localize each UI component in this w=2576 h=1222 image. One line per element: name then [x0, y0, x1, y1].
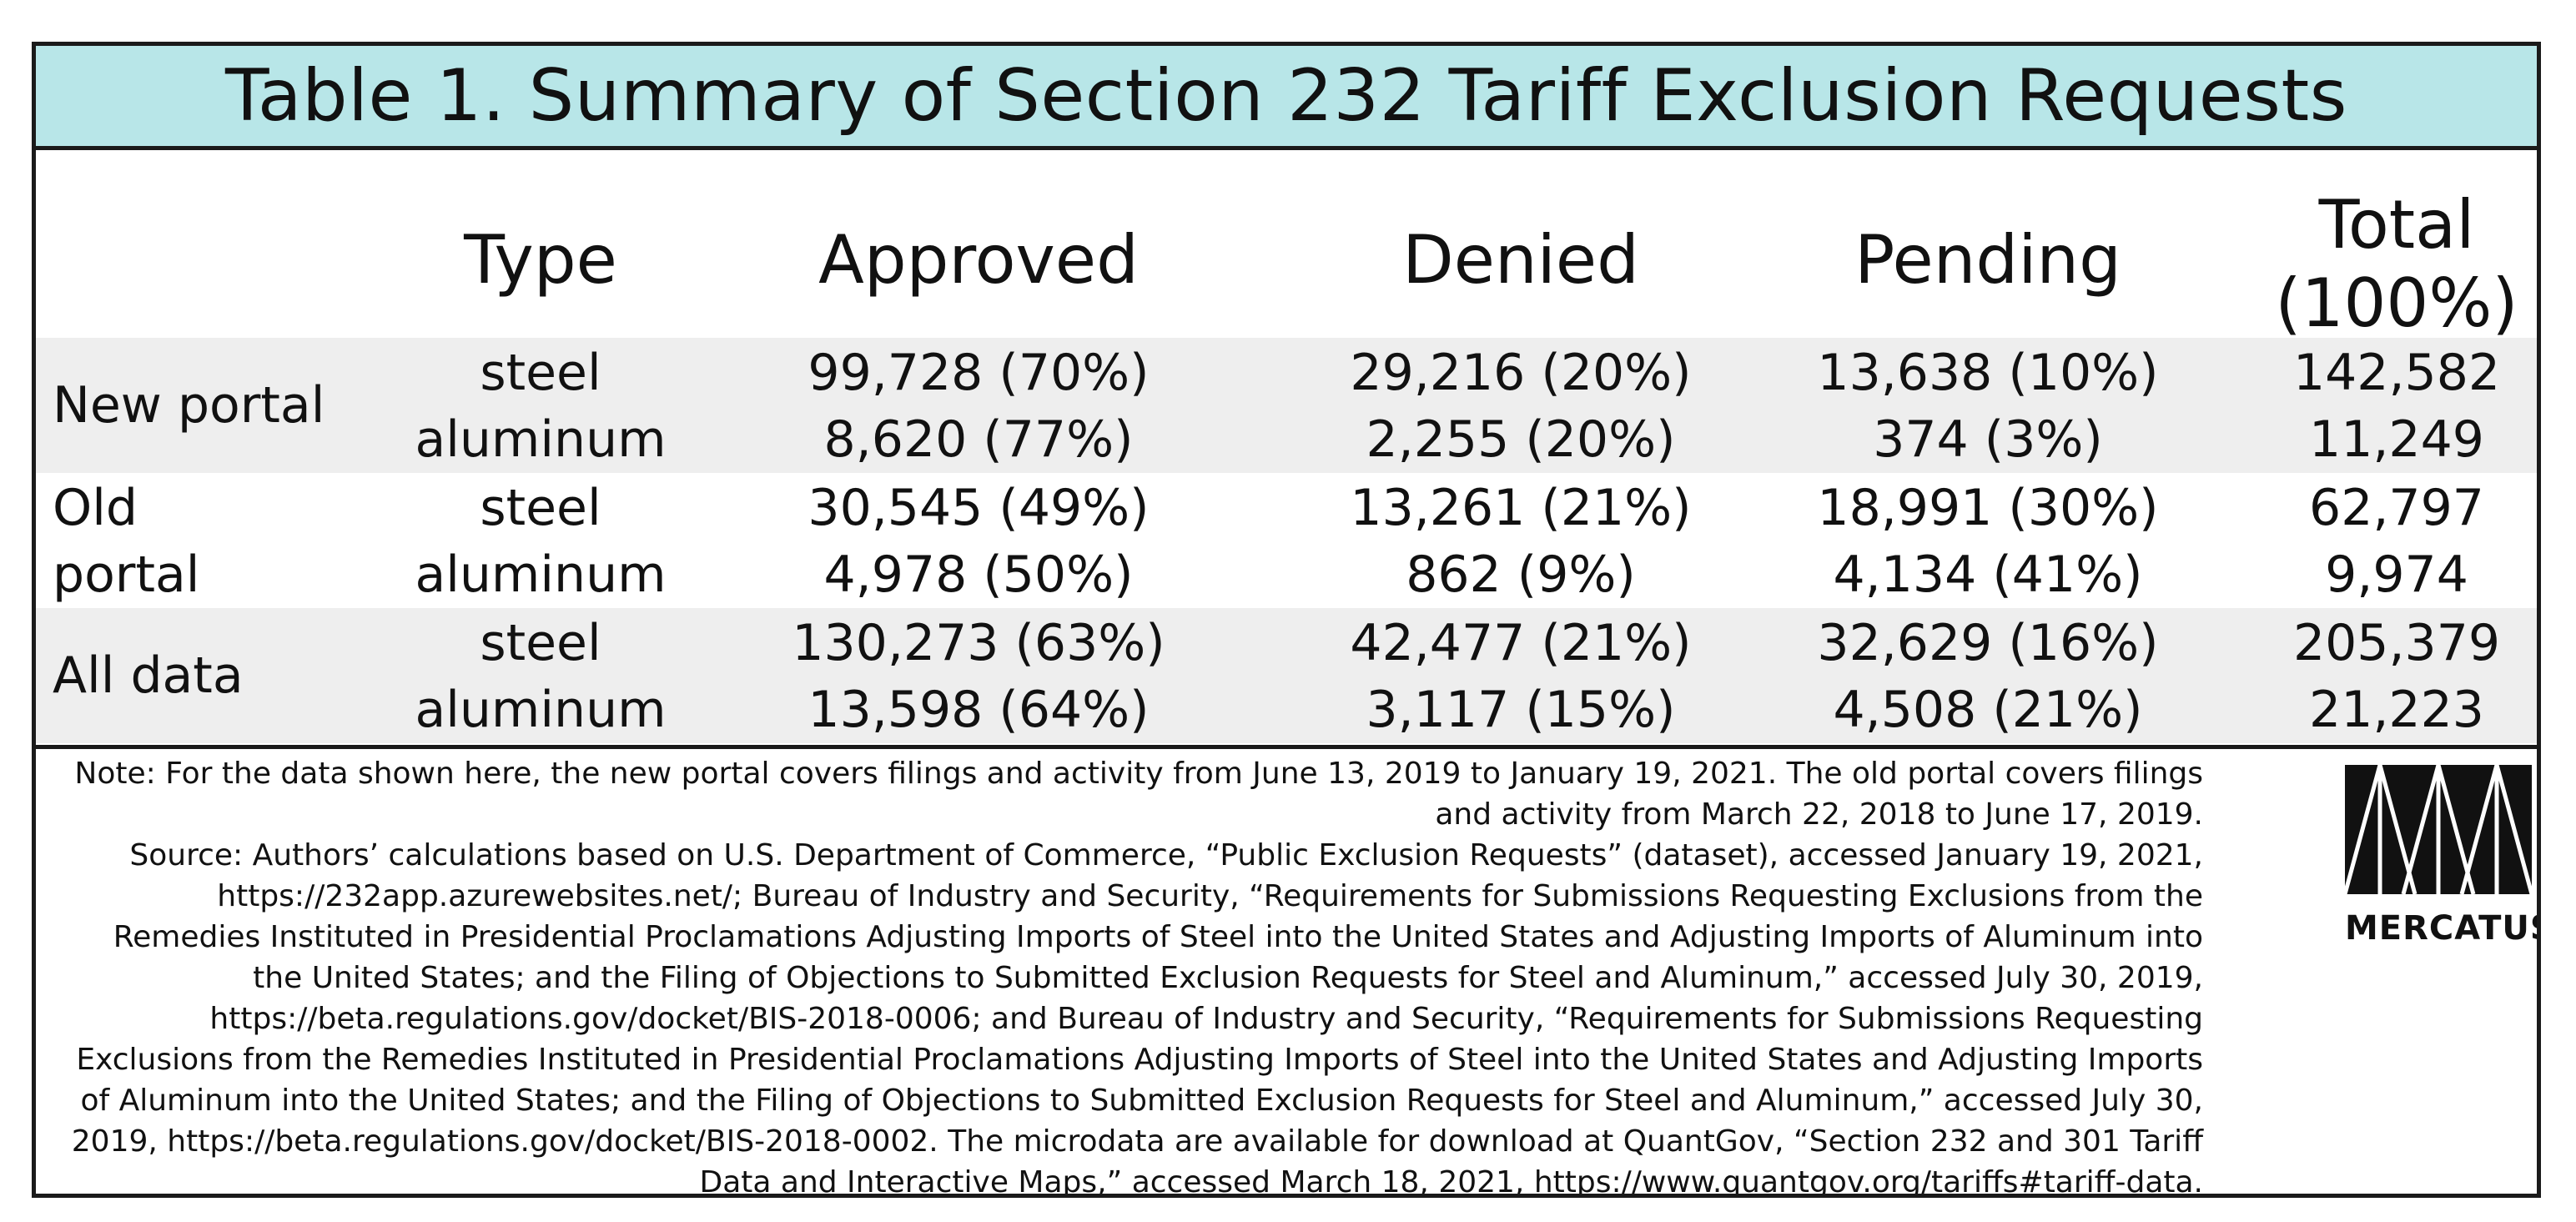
- source-text: Source: Authors’ calculations based on U…: [71, 838, 2203, 1198]
- header-pending: Pending: [1854, 221, 2121, 299]
- row-pending: 18,991 (30%): [1817, 479, 2159, 537]
- mercatus-logo-icon: [2345, 765, 2532, 894]
- row-type: aluminum: [415, 681, 667, 739]
- row-approved: 13,598 (64%): [808, 681, 1150, 739]
- row-approved: 99,728 (70%): [808, 344, 1150, 402]
- table-title: Table 1. Summary of Section 232 Tariff E…: [225, 54, 2347, 138]
- row-denied: 862 (9%): [1406, 546, 1636, 604]
- header-denied: Denied: [1402, 221, 1639, 299]
- row-denied: 3,117 (15%): [1366, 681, 1676, 739]
- row-total: 11,249: [2309, 410, 2484, 469]
- row-total: 9,974: [2325, 546, 2468, 604]
- group-label: Old: [53, 479, 138, 537]
- row-pending: 4,508 (21%): [1833, 681, 2143, 739]
- row-approved: 4,978 (50%): [823, 546, 1134, 604]
- row-type: steel: [480, 479, 601, 537]
- note-text: Note: For the data shown here, the new p…: [74, 757, 2203, 832]
- group-label: New portal: [53, 376, 325, 435]
- row-approved: 8,620 (77%): [823, 410, 1134, 469]
- row-approved: 30,545 (49%): [808, 479, 1150, 537]
- row-pending: 374 (3%): [1873, 410, 2103, 469]
- header-total: Total: [2318, 186, 2475, 264]
- group-label: All data: [53, 646, 244, 705]
- row-pending: 13,638 (10%): [1817, 344, 2159, 402]
- mercatus-logo-text: MERCATUS: [2345, 909, 2541, 948]
- row-total: 21,223: [2309, 681, 2484, 739]
- row-denied: 13,261 (21%): [1350, 479, 1692, 537]
- row-denied: 42,477 (21%): [1350, 614, 1692, 672]
- row-type: aluminum: [415, 546, 667, 604]
- row-type: steel: [480, 344, 601, 402]
- header-type: Type: [464, 221, 617, 299]
- row-type: steel: [480, 614, 601, 672]
- header-approved: Approved: [818, 221, 1139, 299]
- row-total: 205,379: [2292, 614, 2501, 672]
- row-total: 62,797: [2309, 479, 2484, 537]
- row-total: 142,582: [2292, 344, 2501, 402]
- group-old-portal: Old portal steel 30,545 (49%) 13,261 (21…: [36, 473, 2537, 608]
- group-label: portal: [53, 546, 200, 604]
- group-new-portal: New portal steel 99,728 (70%) 29,216 (20…: [36, 338, 2537, 473]
- table-divider: [36, 745, 2537, 749]
- group-all-data: All data steel 130,273 (63%) 42,477 (21%…: [36, 608, 2537, 743]
- row-pending: 4,134 (41%): [1833, 546, 2143, 604]
- table-title-bar: Table 1. Summary of Section 232 Tariff E…: [36, 46, 2537, 150]
- row-pending: 32,629 (16%): [1817, 614, 2159, 672]
- row-denied: 29,216 (20%): [1350, 344, 1692, 402]
- header-total-percent: (100%): [2275, 264, 2518, 342]
- table-notes: Note: For the data shown here, the new p…: [69, 753, 2203, 1198]
- column-header-row: Type Approved Denied Pending Total (100%…: [36, 150, 2537, 380]
- table-frame: Table 1. Summary of Section 232 Tariff E…: [32, 42, 2541, 1198]
- row-denied: 2,255 (20%): [1366, 410, 1676, 469]
- row-type: aluminum: [415, 410, 667, 469]
- mercatus-logo: MERCATUS: [2345, 765, 2541, 948]
- row-approved: 130,273 (63%): [792, 614, 1165, 672]
